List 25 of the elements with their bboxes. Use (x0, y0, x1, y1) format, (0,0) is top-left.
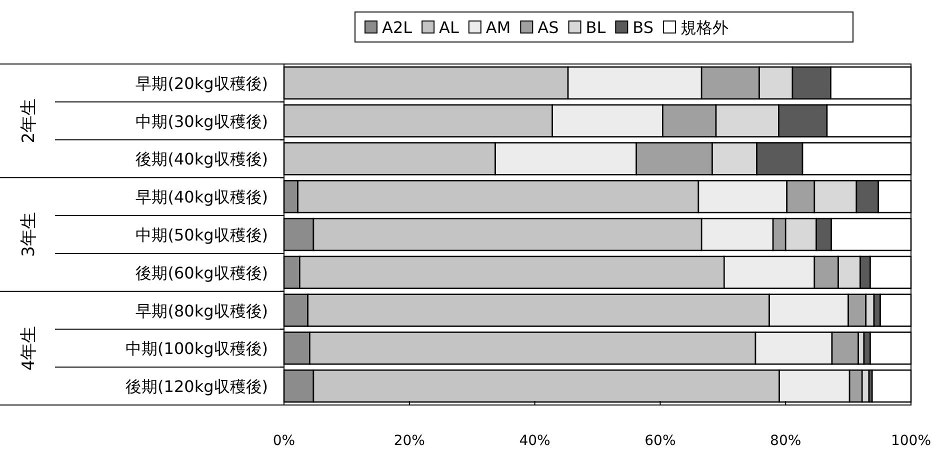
legend-label: BL (586, 18, 606, 37)
y-tick-label: 早期(80kg収穫後) (136, 301, 268, 320)
y-tick-label: 後期(60kg収穫後) (136, 263, 268, 282)
text: 2年生 (19, 98, 39, 144)
legend-label: BS (632, 18, 654, 37)
x-tick-label: 80% (770, 433, 802, 449)
legend-label: AL (439, 18, 459, 37)
x-tick-label: 40% (519, 433, 550, 449)
y-tick-label: 早期(40kg収穫後) (136, 188, 268, 207)
y-tick-label: 後期(40kg収穫後) (136, 150, 268, 169)
legend-label: AS (538, 18, 559, 37)
legend-label: 規格外 (680, 18, 729, 37)
y-tick-label: 後期(120kg収穫後) (126, 377, 268, 396)
y-tick-label: 中期(50kg収穫後) (136, 226, 268, 244)
x-tick-label: 20% (394, 433, 425, 449)
text: 4年生 (19, 326, 39, 371)
legend-label: A2L (382, 18, 412, 37)
x-tick-label: 100% (890, 433, 932, 449)
x-tick-label: 0% (272, 433, 296, 449)
y-tick-label: 早期(20kg収穫後) (136, 74, 268, 93)
y-tick-label: 中期(30kg収穫後) (136, 112, 268, 131)
x-tick-label: 60% (644, 433, 676, 449)
text: 3年生 (19, 212, 39, 257)
legend-label: AM (486, 18, 511, 37)
y-tick-label: 中期(100kg収穫後) (126, 339, 268, 358)
